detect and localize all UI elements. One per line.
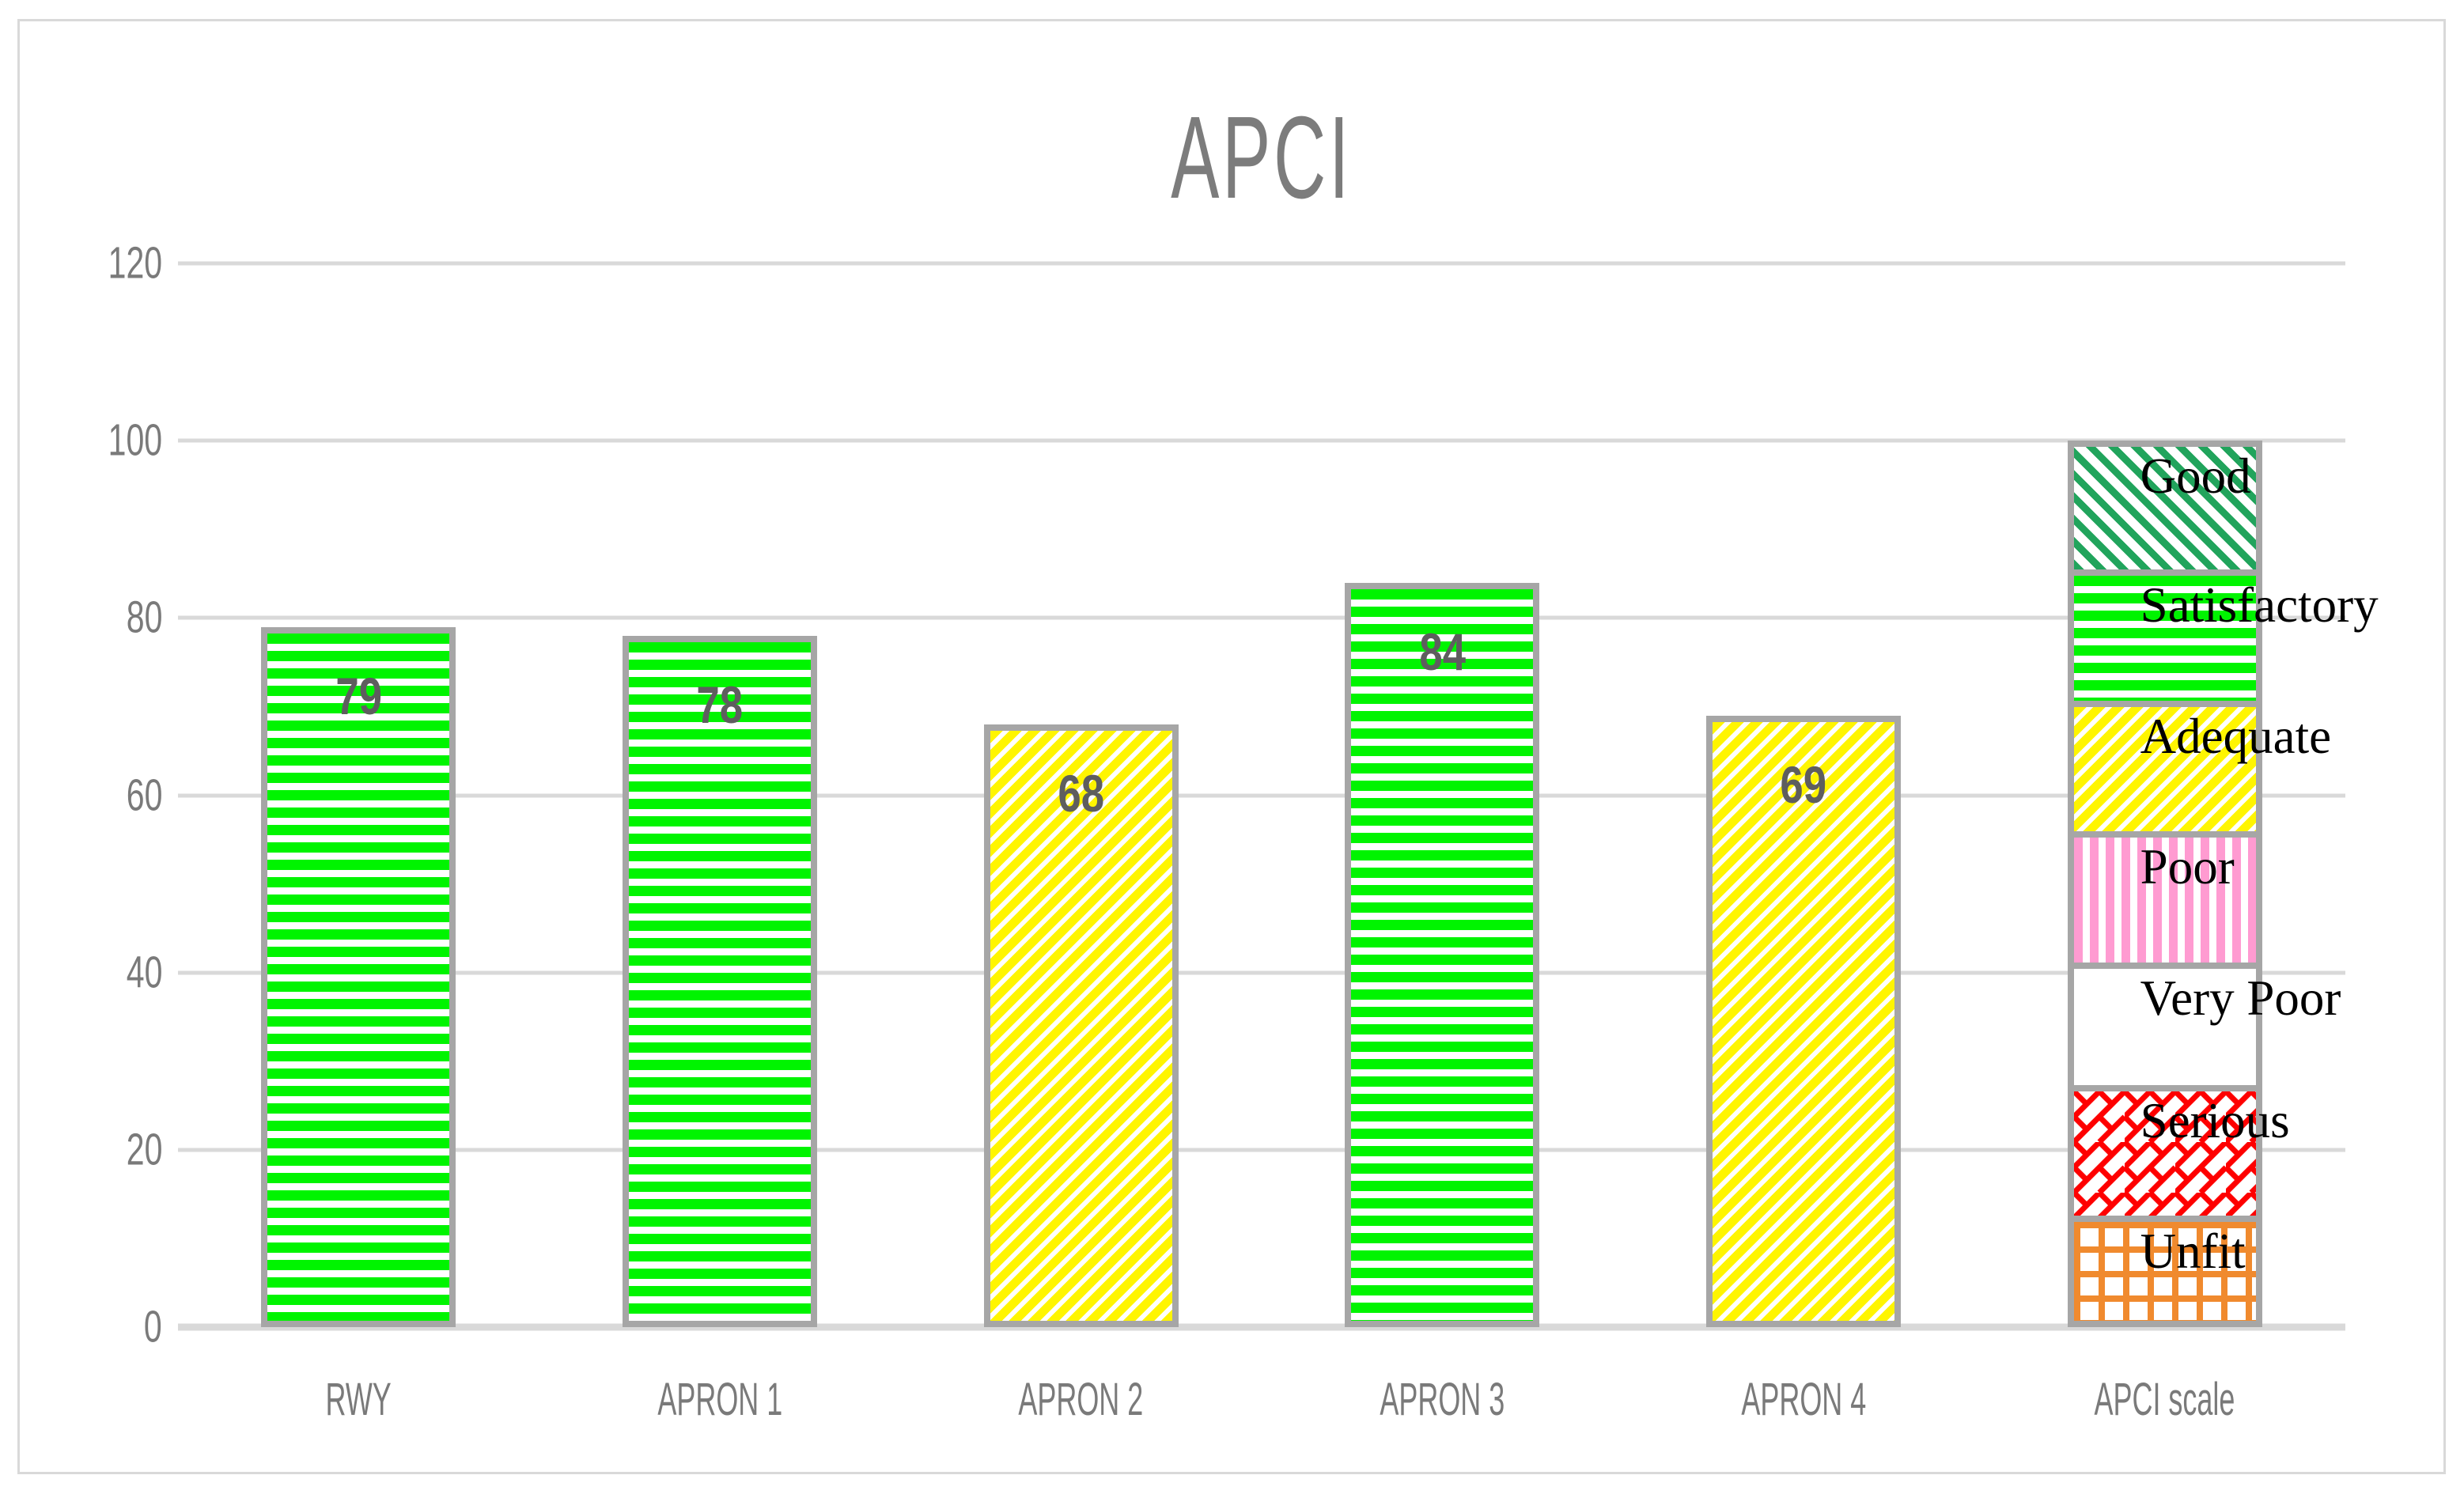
category-label-text: APRON 4 [1741,1374,1866,1425]
y-tick-label-40: 40 [16,950,162,995]
y-tick-label-60: 60 [16,773,162,818]
scale-segment-label-good: Good [2140,448,2251,505]
category-slot-apron-1: 78 [539,263,901,1327]
y-axis: 0 20 40 60 80 100 120 [16,240,162,1349]
scale-segment-label-unfit: Unfit [2140,1224,2246,1280]
bar-apron-3: 84 [1345,582,1540,1327]
category-label-text: APRON 2 [1018,1374,1144,1425]
category-label-apci-scale: APCI scale [1984,1375,2345,1425]
y-tick-text: 20 [126,1124,162,1175]
red-brick-pattern-svg [2073,1091,2256,1216]
bar-value-label-apron-2: 68 [990,766,1172,821]
y-tick-text: 0 [144,1301,162,1352]
bar-value-text: 69 [1780,755,1827,814]
category-axis: RWY APRON 1 APRON 2 APRON 3 APRON 4 APCI scal… [178,1354,2345,1433]
category-label-apron-3: APRON 3 [1262,1375,1623,1425]
y-tick-label-80: 80 [16,592,162,643]
y-tick-text: 80 [126,592,162,643]
bar-apron-1: 78 [622,635,817,1327]
category-slot-apci-scale: Good Satisfactory Adequate Poor Very Poor Ser… [1984,263,2379,1327]
y-tick-label-120: 120 [16,237,162,289]
bar-value-text: 84 [1418,622,1466,681]
gridline-100 [178,438,2345,443]
scale-segment-label-poor: Poor [2140,839,2235,895]
apci-scale-bar: Good Satisfactory Adequate Poor Very Poor Ser… [2067,441,2379,1327]
bar-value-label-apron-4: 69 [1713,757,1894,812]
category-label-apron-4: APRON 4 [1623,1375,1985,1425]
chart-title: APCI [178,96,2345,220]
bar-value-label-apron-3: 84 [1351,624,1533,679]
category-label-text: RWY [325,1374,392,1425]
bar-value-label-apron-1: 78 [629,677,811,732]
scale-segment-label-adequate: Adequate [2140,708,2332,764]
scale-segment-very-poor: Very Poor [2073,963,2341,1085]
scale-segment-good: Good [2073,447,2256,569]
y-tick-label-20: 20 [16,1127,162,1172]
gridline-20 [178,1148,2345,1152]
bar-value-label-rwy: 79 [267,668,449,724]
y-tick-text: 120 [108,237,162,289]
chart-title-text: APCI [1171,93,1353,223]
category-slot-apron-2: 68 [900,263,1262,1327]
category-label-text: APRON 3 [1380,1374,1505,1425]
category-label-apron-2: APRON 2 [900,1375,1262,1425]
category-label-rwy: RWY [178,1375,539,1425]
gridline-120 [178,261,2345,266]
category-slot-apron-4: 69 [1623,263,1985,1327]
bar-rwy: 79 [261,626,456,1327]
bar-value-text: 68 [1058,763,1105,823]
gridline-40 [178,970,2345,975]
gridline-0 [178,1323,2345,1331]
scale-segment-label-serious: Serious [2140,1092,2290,1148]
bar-apron-2: 68 [983,724,1179,1327]
scale-segment-label-very-poor: Very Poor [2140,970,2341,1027]
scale-segment-unfit: Unfit [2073,1216,2256,1321]
category-label-text: APRON 1 [657,1374,782,1425]
category-slot-rwy: 79 [178,263,539,1327]
scale-segment-label-satisfactory: Satisfactory [2140,577,2379,633]
y-tick-text: 100 [108,414,162,466]
gridline-60 [178,793,2345,797]
scale-segment-serious: Serious [2073,1084,2290,1216]
scale-segment-poor: Poor [2073,831,2256,963]
category-label-text: APCI scale [2094,1374,2235,1425]
bar-apron-4: 69 [1705,715,1901,1327]
bar-value-text: 79 [335,666,382,725]
y-tick-text: 40 [126,947,162,998]
plot-area: 79 78 68 84 69 Good Satisfactory Adequate Poor Ve… [178,261,2379,1331]
scale-segment-adequate: Adequate [2073,700,2331,832]
y-tick-label-0: 0 [16,1301,162,1352]
y-tick-text: 60 [126,770,162,820]
bar-value-text: 78 [696,675,744,734]
category-slot-apron-3: 84 [1262,263,1623,1327]
y-tick-label-100: 100 [16,418,162,463]
category-label-apron-1: APRON 1 [539,1375,901,1425]
scale-segment-satisfactory: Satisfactory [2073,569,2379,701]
gridline-80 [178,615,2345,620]
